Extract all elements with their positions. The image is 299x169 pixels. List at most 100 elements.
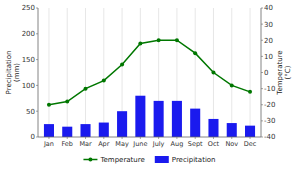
y2-tick-label: -10: [264, 85, 275, 93]
y-tick: [36, 33, 38, 34]
y2-tick: [261, 104, 263, 105]
y-tick: [36, 137, 38, 138]
x-tick: [176, 137, 177, 139]
x-tick: [213, 137, 214, 139]
legend: Temperature Precipitation: [83, 156, 215, 164]
y2-tick-label: 40: [264, 4, 273, 12]
x-tick-label: Jan: [43, 140, 54, 148]
x-tick: [103, 137, 104, 139]
marker: [84, 87, 88, 91]
x-tick: [85, 137, 86, 139]
marker: [175, 38, 179, 42]
x-tick-label: July: [152, 140, 165, 148]
bar: [135, 96, 145, 137]
y2-tick-label: 0: [264, 69, 268, 77]
marker: [138, 41, 142, 45]
x-tick-label: Dec: [244, 140, 257, 148]
x-tick-label: June: [132, 140, 147, 148]
marker: [211, 71, 215, 75]
x-axis-line: [38, 137, 261, 138]
marker: [65, 100, 69, 104]
marker: [248, 90, 252, 94]
y2-axis-label-line: (°C): [284, 65, 292, 79]
y2-tick: [261, 72, 263, 73]
marker: [193, 51, 197, 55]
axes: Jan Feb Mar Apr MayJune July Aug Sept Oct Nov Dec 0…: [22, 4, 276, 148]
y-axis-line: [38, 8, 39, 137]
legend-item: Precipitation: [155, 156, 216, 164]
x-tick: [67, 137, 68, 139]
x-tick-label: Nov: [225, 140, 238, 148]
grid-line: [103, 8, 104, 137]
y-tick-label: 0: [31, 133, 35, 141]
x-tick-label: May: [115, 140, 129, 148]
grid-line: [231, 8, 232, 137]
grid-line: [85, 8, 86, 137]
y2-tick: [261, 24, 263, 25]
x-tick-label: Aug: [171, 140, 184, 148]
line: [49, 40, 250, 105]
bar: [99, 123, 109, 137]
bar: [154, 101, 164, 137]
y-tick-label: 200: [22, 30, 35, 38]
legend-label: Temperature: [99, 156, 144, 164]
chart: Jan Feb Mar Apr MayJune July Aug Sept Oct Nov Dec 0…: [0, 0, 299, 169]
y-axis-label: Precipitation(mm): [5, 51, 21, 95]
x-tick: [231, 137, 232, 139]
x-tick-label: Mar: [79, 140, 92, 148]
y2-tick: [261, 40, 263, 41]
bar: [172, 101, 182, 137]
marker: [47, 103, 51, 107]
y2-tick: [261, 56, 263, 57]
legend-label: Precipitation: [172, 156, 216, 164]
legend-item: Temperature: [83, 156, 144, 164]
bar: [190, 109, 200, 137]
grid-line: [250, 8, 251, 137]
marker: [120, 62, 124, 66]
y2-tick: [261, 120, 263, 121]
grid-line: [48, 8, 49, 137]
y-tick-label: 50: [26, 108, 35, 116]
y2-tick-label: -30: [264, 117, 275, 125]
x-tick-label: Feb: [61, 140, 73, 148]
y2-tick-label: -20: [264, 101, 275, 109]
bar: [208, 119, 218, 137]
y-tick: [36, 85, 38, 86]
y2-tick: [261, 88, 263, 89]
bar: [117, 111, 127, 137]
x-tick: [195, 137, 196, 139]
y2-tick-label: 30: [264, 21, 273, 29]
y2-tick-label: 20: [264, 37, 273, 45]
y2-tick-label: -40: [264, 133, 275, 141]
bar: [227, 123, 237, 137]
y2-axis-label: Temperature(°C): [276, 50, 292, 95]
y-axis-label-line: Precipitation: [5, 51, 13, 95]
grid: [49, 8, 250, 137]
bar: [62, 127, 72, 137]
x-tick-label: Apr: [98, 140, 110, 148]
marker: [230, 83, 234, 87]
x-tick-label: Oct: [208, 140, 220, 148]
x-tick: [140, 137, 141, 139]
marker: [157, 38, 161, 42]
y2-tick-label: 10: [264, 53, 273, 61]
x-tick-label: Sept: [188, 140, 203, 148]
y-tick: [36, 59, 38, 60]
y-tick: [36, 111, 38, 112]
bar: [245, 126, 255, 137]
y2-axis-label-line: Temperature: [276, 50, 284, 95]
bar: [44, 124, 54, 137]
marker: [102, 79, 106, 83]
y-axis-label-line: (mm): [13, 63, 21, 82]
y-tick-label: 150: [22, 56, 35, 64]
x-tick: [158, 137, 159, 139]
x-tick: [122, 137, 123, 139]
legend-swatch: [155, 156, 169, 163]
legend-marker: [88, 158, 92, 162]
grid-line: [67, 8, 68, 137]
y2-tick: [261, 8, 263, 9]
bar: [80, 124, 90, 137]
y-tick: [36, 8, 38, 9]
marks: [44, 38, 255, 137]
x-tick: [48, 137, 49, 139]
